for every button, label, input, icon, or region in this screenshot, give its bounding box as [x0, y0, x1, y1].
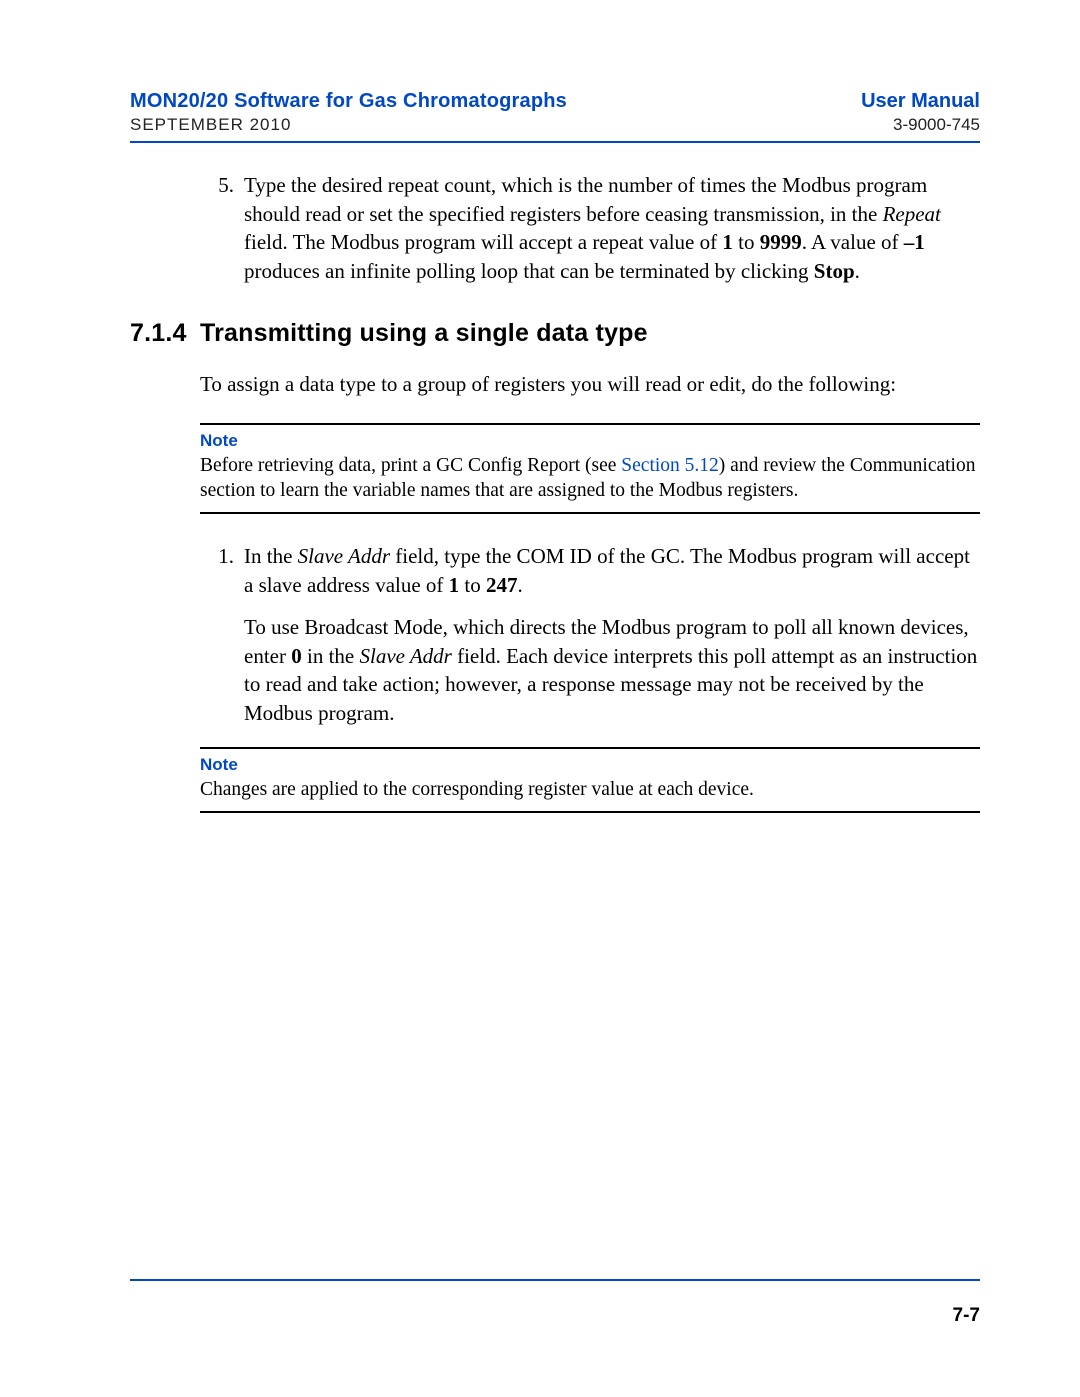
section-number: 7.1.4: [130, 319, 200, 348]
step-1-block: 1. In the Slave Addr field, type the COM…: [200, 542, 980, 727]
footer-rule: [130, 1279, 980, 1281]
text: . A value of: [802, 230, 904, 254]
value-0: 0: [291, 644, 302, 668]
header-rule: [130, 141, 980, 143]
note-label: Note: [200, 755, 980, 775]
text: Type the desired repeat count, which is …: [244, 173, 927, 226]
value-1: 1: [449, 573, 460, 597]
list-text: Type the desired repeat count, which is …: [244, 171, 980, 285]
note-label: Note: [200, 431, 980, 451]
note-box-2: Note Changes are applied to the correspo…: [200, 747, 980, 813]
note-text: Before retrieving data, print a GC Confi…: [200, 453, 980, 504]
list-number: 1.: [200, 542, 244, 727]
value-9999: 9999: [760, 230, 802, 254]
text: in the: [302, 644, 360, 668]
text: .: [855, 259, 860, 283]
text: Before retrieving data, print a GC Confi…: [200, 455, 621, 476]
note-text: Changes are applied to the corresponding…: [200, 777, 980, 803]
header-row: MON20/20 Software for Gas Chromatographs…: [130, 90, 980, 135]
stop-label: Stop: [814, 259, 855, 283]
step-5-block: 5. Type the desired repeat count, which …: [200, 171, 980, 285]
body-area: 5. Type the desired repeat count, which …: [130, 171, 980, 813]
value-247: 247: [486, 573, 518, 597]
note-box-1: Note Before retrieving data, print a GC …: [200, 423, 980, 514]
slave-addr-field: Slave Addr: [359, 644, 451, 668]
header-left: MON20/20 Software for Gas Chromatographs…: [130, 90, 567, 135]
text: field. The Modbus program will accept a …: [244, 230, 722, 254]
content-area: MON20/20 Software for Gas Chromatographs…: [130, 90, 980, 841]
value-neg1: –1: [904, 230, 925, 254]
section-heading: 7.1.4Transmitting using a single data ty…: [130, 319, 980, 348]
text: In the: [244, 544, 298, 568]
section-title: Transmitting using a single data type: [200, 319, 648, 347]
text: to: [459, 573, 486, 597]
text: .: [518, 573, 523, 597]
list-item: 5. Type the desired repeat count, which …: [200, 171, 980, 285]
document-date: SEPTEMBER 2010: [130, 115, 567, 135]
page: MON20/20 Software for Gas Chromatographs…: [0, 0, 1080, 1397]
list-item: 1. In the Slave Addr field, type the COM…: [200, 542, 980, 727]
section-link[interactable]: Section 5.12: [621, 455, 719, 476]
value-1: 1: [722, 230, 733, 254]
doc-type: User Manual: [861, 90, 980, 113]
page-number: 7-7: [953, 1305, 980, 1327]
doc-number: 3-9000-745: [861, 115, 980, 135]
text: produces an infinite polling loop that c…: [244, 259, 814, 283]
slave-addr-field: Slave Addr: [298, 544, 390, 568]
list-text: In the Slave Addr field, type the COM ID…: [244, 542, 980, 727]
list-number: 5.: [200, 171, 244, 285]
intro-paragraph: To assign a data type to a group of regi…: [200, 370, 980, 399]
header-right: User Manual 3-9000-745: [861, 90, 980, 135]
repeat-field-name: Repeat: [883, 202, 941, 226]
product-title: MON20/20 Software for Gas Chromatographs: [130, 90, 567, 113]
text: to: [733, 230, 760, 254]
